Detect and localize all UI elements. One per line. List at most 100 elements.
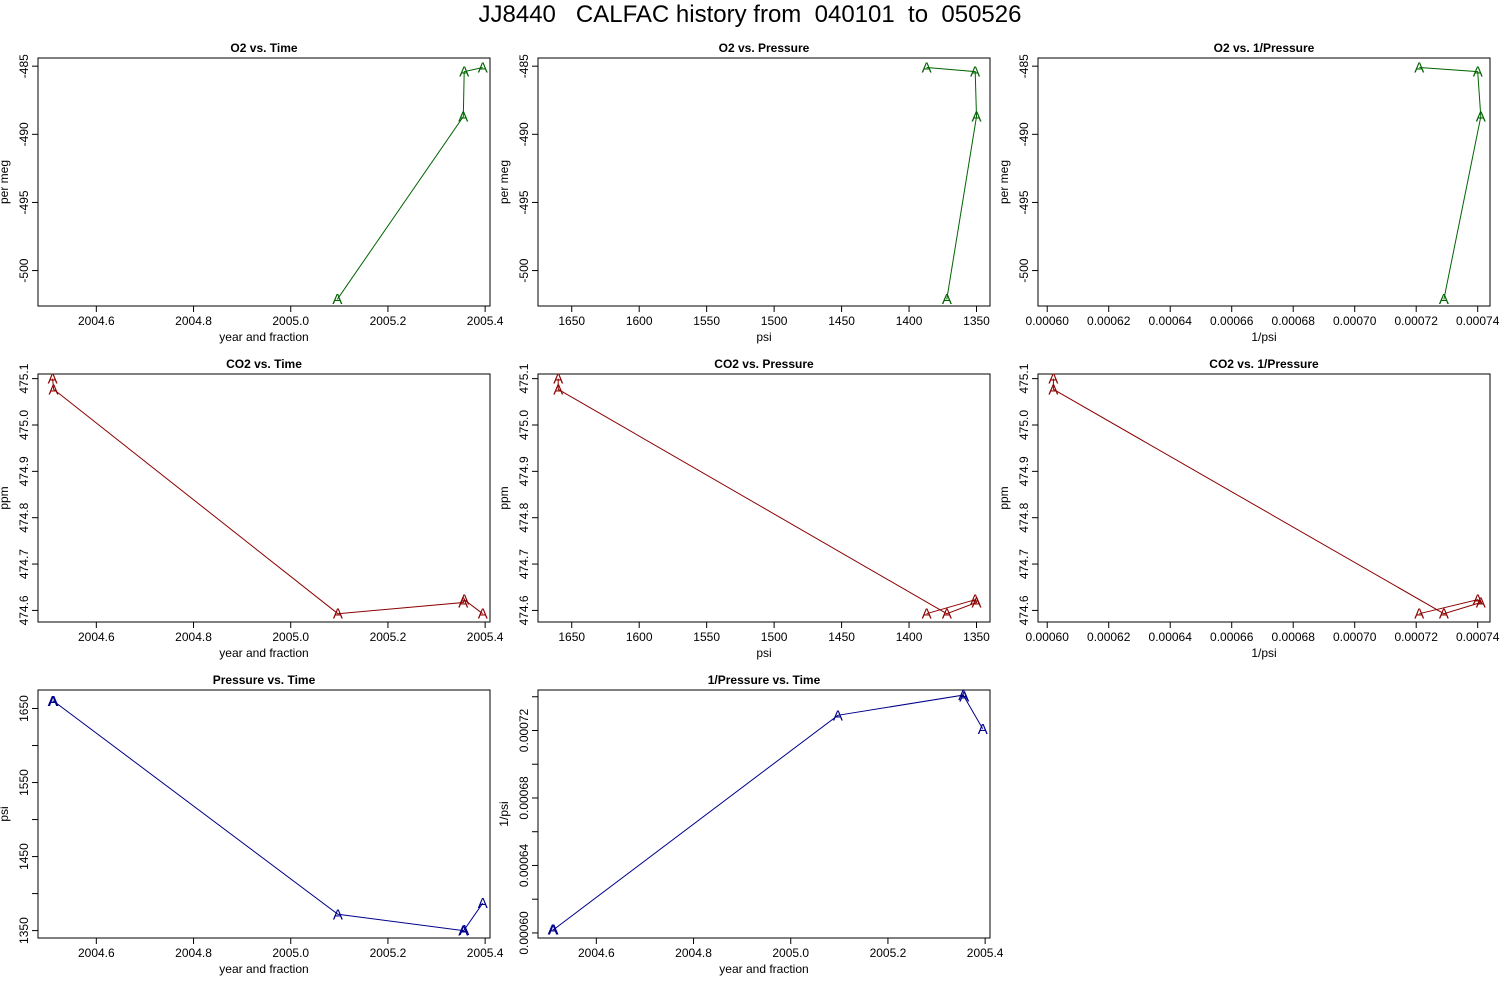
x-tick-label: 0.00074	[1456, 314, 1500, 328]
y-axis-label: per meg	[997, 160, 1011, 204]
y-tick-label: 0.00064	[517, 843, 531, 887]
y-tick-label: 474.6	[17, 595, 31, 625]
x-tick-label: 2004.8	[175, 630, 212, 644]
series-line	[926, 67, 978, 300]
chart-panel: O2 vs. Time 2004.6 2004.8 2005.0 2005.2 2005.…	[0, 41, 504, 344]
chart-title: CO2 vs. Pressure	[714, 357, 814, 371]
y-axis-label: ppm	[0, 486, 11, 509]
x-tick-label: 2005.0	[272, 946, 309, 960]
y-axis-label: per meg	[497, 160, 511, 204]
chart-panel: CO2 vs. Pressure 1650 1600 1550 1500 1450 1400…	[497, 357, 991, 660]
x-tick-label: 0.00068	[1272, 630, 1316, 644]
x-tick-label: 2004.6	[78, 630, 115, 644]
y-axis-label: psi	[0, 806, 11, 821]
x-tick-label: 2005.0	[272, 630, 309, 644]
data-point-marker: A	[971, 109, 981, 126]
data-point-marker: A	[549, 922, 559, 939]
data-point-marker: A	[49, 693, 59, 710]
plot-frame	[37, 57, 491, 307]
data-point-marker: A	[332, 291, 342, 308]
data-point-marker: A	[959, 689, 969, 706]
data-point-marker: A	[459, 922, 469, 939]
x-tick-label: 1450	[828, 314, 855, 328]
x-tick-label: 1650	[558, 630, 585, 644]
y-tick-label: 475.1	[17, 363, 31, 393]
x-tick-label: 0.00066	[1210, 314, 1254, 328]
data-point-marker: A	[922, 60, 932, 77]
data-point-marker: A	[478, 895, 488, 912]
data-point-marker: A	[333, 606, 343, 623]
x-tick-label: 2004.6	[578, 946, 615, 960]
series-line	[52, 700, 484, 932]
y-tick-label: -495	[1017, 190, 1031, 214]
y-tick-label: 1650	[17, 695, 31, 722]
chart-title: CO2 vs. Time	[226, 357, 302, 371]
data-point-marker: A	[942, 606, 952, 623]
x-axis-label: 1/psi	[1251, 330, 1276, 344]
data-point-marker: A	[970, 64, 980, 81]
x-tick-label: 0.00060	[1026, 630, 1070, 644]
data-point-marker: A	[478, 606, 488, 623]
x-tick-label: 2004.8	[175, 314, 212, 328]
y-tick-label: 474.9	[517, 456, 531, 486]
x-axis-label: 1/psi	[1251, 646, 1276, 660]
chart-title: CO2 vs. 1/Pressure	[1209, 357, 1319, 371]
data-point-marker: A	[1473, 64, 1483, 81]
y-tick-label: 474.8	[17, 502, 31, 532]
y-tick-label: -500	[517, 258, 531, 282]
y-tick-label: 474.6	[1017, 595, 1031, 625]
y-tick-label: 474.8	[517, 502, 531, 532]
chart-title: O2 vs. Time	[230, 41, 297, 55]
data-point-marker: A	[333, 906, 343, 923]
data-point-marker: A	[459, 64, 469, 81]
y-tick-label: -500	[17, 258, 31, 282]
x-tick-label: 1600	[626, 630, 653, 644]
x-tick-label: 2004.6	[78, 314, 115, 328]
data-point-marker: A	[1476, 109, 1486, 126]
data-point-marker: A	[1414, 60, 1424, 77]
y-tick-label: 474.8	[1017, 502, 1031, 532]
x-tick-label: 1550	[693, 314, 720, 328]
y-tick-label: -495	[17, 190, 31, 214]
x-tick-label: 1600	[626, 314, 653, 328]
x-axis-label: psi	[756, 646, 771, 660]
data-point-marker: A	[553, 381, 563, 398]
y-tick-label: 1450	[17, 843, 31, 870]
x-tick-label: 1500	[761, 630, 788, 644]
plot-frame	[537, 373, 991, 623]
x-tick-label: 0.00060	[1026, 314, 1070, 328]
x-tick-label: 0.00066	[1210, 630, 1254, 644]
chart-panel: 1/Pressure vs. Time 2004.6 2004.8 2005.0 200…	[497, 673, 1004, 976]
x-tick-label: 2005.0	[772, 946, 809, 960]
data-point-marker: A	[49, 381, 59, 398]
y-axis-label: 1/psi	[497, 801, 511, 826]
x-tick-label: 1450	[828, 630, 855, 644]
plot-frame	[537, 689, 991, 939]
x-axis-label: year and fraction	[719, 962, 808, 976]
chart-title: 1/Pressure vs. Time	[708, 673, 821, 687]
x-axis-label: psi	[756, 330, 771, 344]
x-tick-label: 2005.4	[467, 630, 504, 644]
y-tick-label: 1550	[17, 769, 31, 796]
data-point-marker: A	[458, 923, 468, 940]
series-line	[1052, 378, 1482, 615]
y-tick-label: 474.9	[1017, 456, 1031, 486]
x-tick-label: 0.00062	[1087, 630, 1131, 644]
x-tick-label: 0.00070	[1333, 314, 1377, 328]
x-tick-label: 2004.6	[78, 946, 115, 960]
x-axis-label: year and fraction	[219, 962, 308, 976]
y-tick-label: -490	[517, 122, 531, 146]
series-line	[336, 67, 483, 300]
data-point-marker: A	[1439, 606, 1449, 623]
chart-panel: CO2 vs. 1/Pressure 0.00060 0.00062 0.00064 0…	[997, 357, 1500, 660]
y-tick-label: -500	[1017, 258, 1031, 282]
y-tick-label: 474.6	[517, 595, 531, 625]
y-tick-label: -495	[517, 190, 531, 214]
x-tick-label: 1350	[963, 314, 990, 328]
series-line	[552, 694, 984, 931]
data-point-marker: A	[971, 595, 981, 612]
plot-frame	[1037, 373, 1491, 623]
data-point-marker: A	[1048, 371, 1058, 388]
x-tick-label: 2005.4	[467, 946, 504, 960]
